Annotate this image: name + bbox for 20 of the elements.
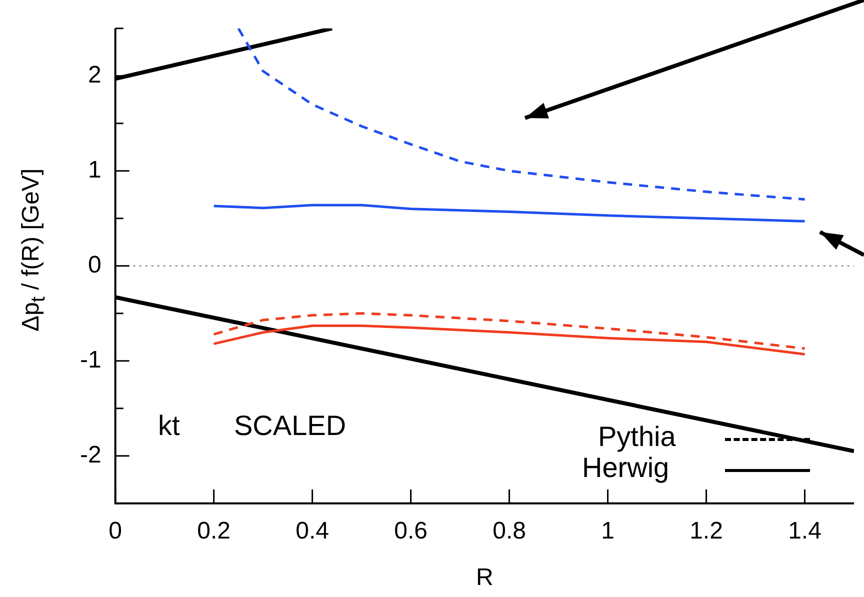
y-tick-label: -2 bbox=[80, 442, 102, 469]
y-tick-label: 0 bbox=[88, 252, 102, 279]
annotation: Herwig bbox=[582, 452, 670, 484]
x-tick-label: 0.4 bbox=[296, 517, 330, 544]
y-tick-label: 2 bbox=[88, 62, 102, 89]
annotation: Pythia bbox=[598, 421, 676, 453]
x-tick-label: 0.2 bbox=[197, 517, 231, 544]
line-series bbox=[212, 312, 806, 350]
line-series bbox=[237, 28, 806, 201]
annotation: kt bbox=[158, 410, 180, 442]
x-tick-label: 1 bbox=[601, 517, 614, 544]
x-tick-label: 0.8 bbox=[492, 517, 526, 544]
x-tick-label: 1.4 bbox=[788, 517, 822, 544]
annotation: SCALED bbox=[234, 410, 346, 442]
y-tick-label: -1 bbox=[80, 346, 102, 374]
x-tick-label: 1.2 bbox=[690, 517, 723, 544]
y-tick-label: 1 bbox=[88, 156, 102, 184]
x-tick-label: 0 bbox=[108, 517, 122, 544]
x-tick-label: 0.6 bbox=[394, 517, 428, 544]
x-axis-title: R bbox=[476, 564, 494, 592]
